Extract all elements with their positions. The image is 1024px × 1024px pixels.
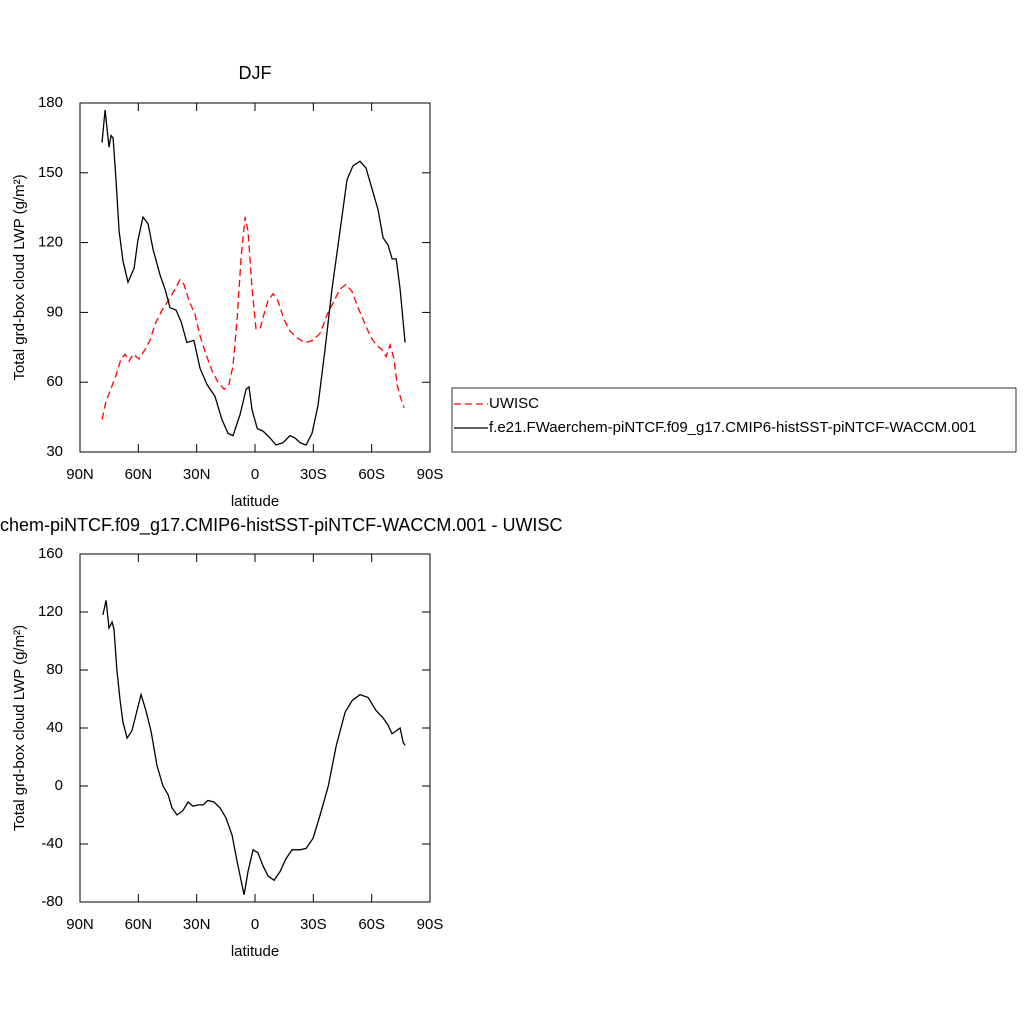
x-tick-label: 0 [251, 466, 259, 483]
y-tick-label: -80 [41, 893, 63, 910]
x-tick-label: 60S [358, 466, 385, 483]
plot-frame [79, 102, 431, 453]
x-axis-label: latitude [231, 493, 279, 510]
x-tick-label: 90S [417, 916, 444, 933]
y-tick-label: 160 [38, 545, 63, 562]
y-tick-label: 150 [38, 164, 63, 181]
y-tick-label: 90 [46, 303, 63, 320]
x-tick-label: 90N [66, 466, 94, 483]
x-tick-label: 60N [125, 916, 153, 933]
x-tick-label: 30N [183, 916, 211, 933]
y-tick-label: 120 [38, 234, 63, 251]
y-axis-label: Total grd-box cloud LWP (g/m²) [11, 174, 28, 380]
legend-label: UWISC [489, 395, 539, 412]
x-tick-label: 60S [358, 916, 385, 933]
legend-box [451, 387, 1017, 453]
y-axis-label: Total grd-box cloud LWP (g/m²) [11, 625, 28, 831]
x-tick-label: 30S [300, 916, 327, 933]
data-line [101, 109, 406, 446]
x-tick-label: 60N [125, 466, 153, 483]
y-tick-label: 30 [46, 443, 63, 460]
x-tick-label: 30S [300, 466, 327, 483]
x-tick-label: 30N [183, 466, 211, 483]
y-tick-label: 0 [55, 777, 63, 794]
x-tick-label: 0 [251, 916, 259, 933]
chart-title: chem-piNTCF.f09_g17.CMIP6-histSST-piNTCF… [0, 515, 562, 536]
y-tick-label: 60 [46, 373, 63, 390]
y-tick-label: 120 [38, 603, 63, 620]
y-tick-label: 40 [46, 719, 63, 736]
x-tick-label: 90S [417, 466, 444, 483]
y-tick-label: 80 [46, 661, 63, 678]
y-tick-label: -40 [41, 835, 63, 852]
y-tick-label: 180 [38, 94, 63, 111]
data-line [101, 216, 405, 420]
legend-label: f.e21.FWaerchem-piNTCF.f09_g17.CMIP6-his… [489, 419, 976, 436]
chart-title: DJF [239, 63, 272, 83]
data-line [102, 600, 406, 895]
x-tick-label: 90N [66, 916, 94, 933]
x-axis-label: latitude [231, 943, 279, 960]
